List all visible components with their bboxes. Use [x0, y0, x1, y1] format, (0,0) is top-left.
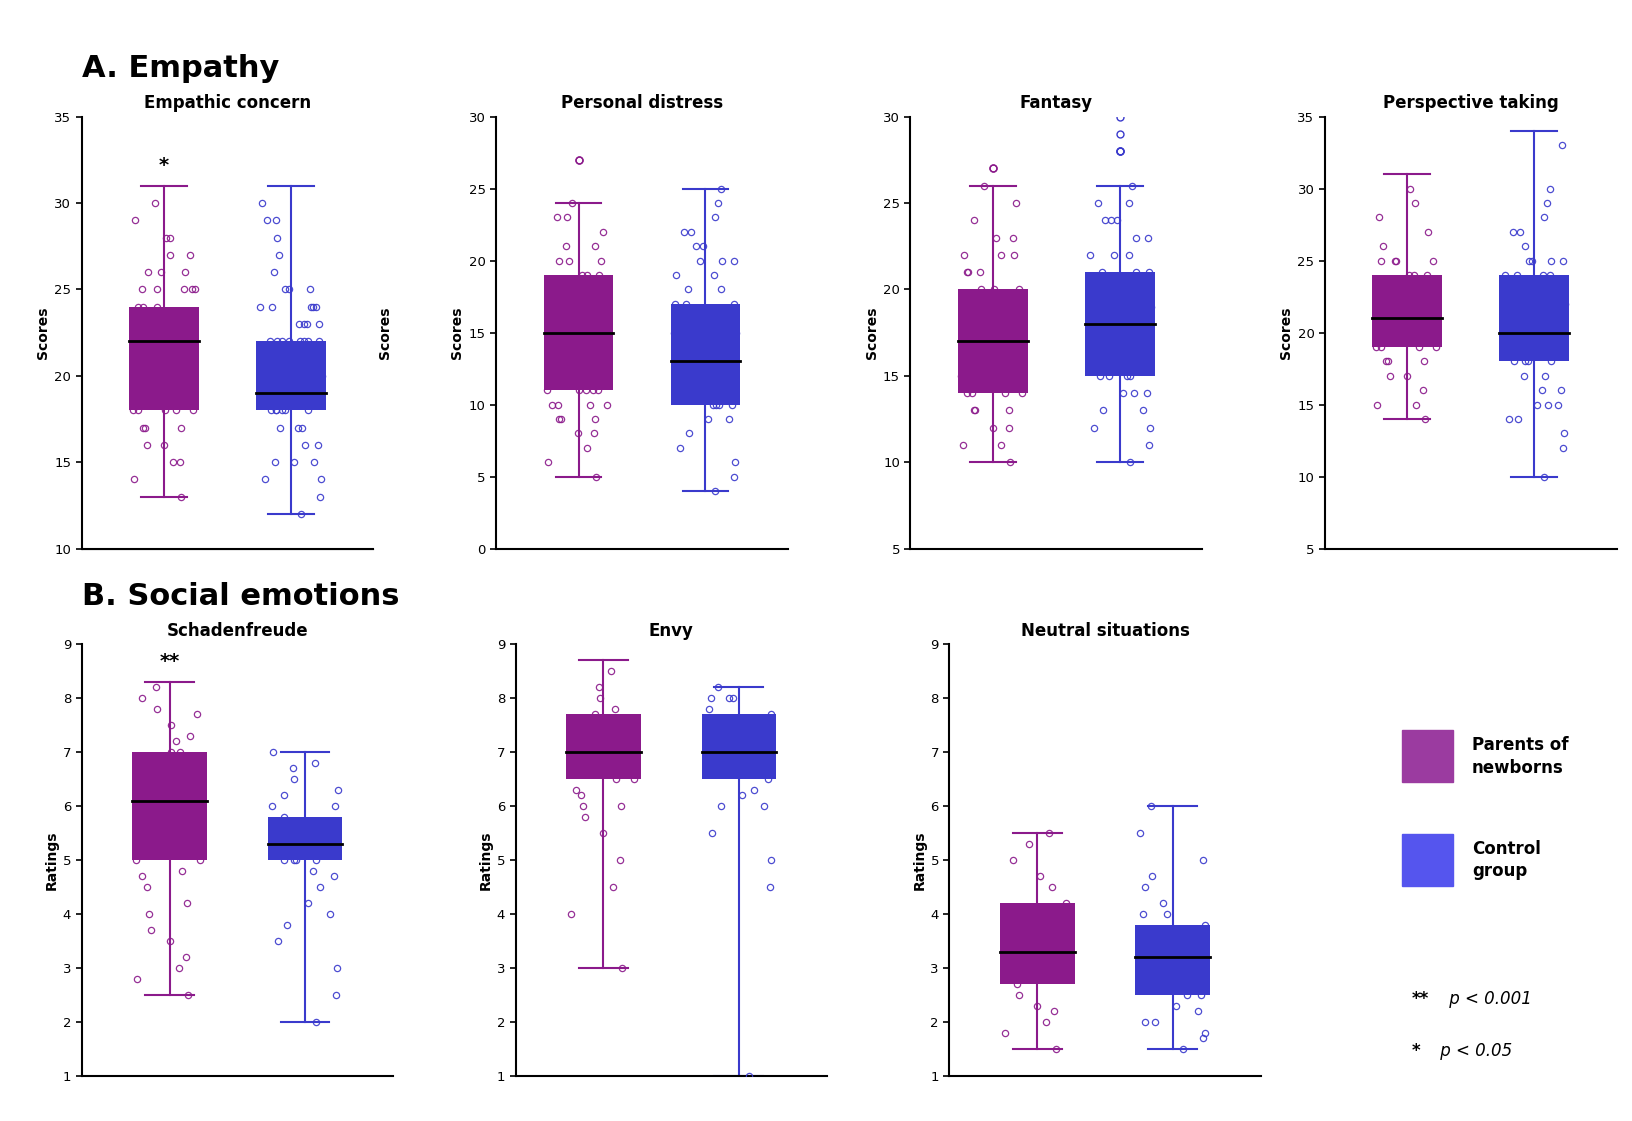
Y-axis label: Scores: Scores: [377, 306, 392, 359]
Bar: [132, 752, 207, 860]
Bar: [999, 904, 1074, 984]
Title: Personal distress: Personal distress: [560, 94, 723, 112]
Y-axis label: Scores: Scores: [865, 306, 878, 359]
Bar: [702, 714, 775, 779]
Title: Fantasy: Fantasy: [1018, 94, 1092, 112]
Text: **: **: [160, 652, 180, 671]
Bar: [1134, 925, 1209, 995]
Bar: [256, 341, 326, 410]
Y-axis label: Scores: Scores: [1278, 306, 1293, 359]
Text: **: **: [1410, 990, 1428, 1008]
Bar: [671, 304, 739, 405]
Bar: [1084, 272, 1154, 376]
Title: Empathic concern: Empathic concern: [144, 94, 312, 112]
Bar: [1400, 731, 1452, 782]
Bar: [1498, 275, 1568, 361]
Bar: [566, 714, 640, 779]
Y-axis label: Scores: Scores: [36, 306, 51, 359]
Title: Schadenfreude: Schadenfreude: [166, 622, 308, 640]
Bar: [543, 275, 614, 390]
Text: A. Empathy: A. Empathy: [82, 54, 279, 83]
Text: *: *: [1410, 1041, 1418, 1059]
Text: B. Social emotions: B. Social emotions: [82, 582, 398, 611]
Y-axis label: Scores: Scores: [450, 306, 463, 359]
Text: *: *: [158, 156, 170, 175]
Y-axis label: Ratings: Ratings: [478, 831, 493, 890]
Y-axis label: Ratings: Ratings: [912, 831, 925, 890]
Title: Neutral situations: Neutral situations: [1020, 622, 1188, 640]
Text: p < 0.05: p < 0.05: [1433, 1041, 1511, 1059]
Bar: [1371, 275, 1441, 348]
Title: Perspective taking: Perspective taking: [1382, 94, 1557, 112]
Text: Parents of
newborns: Parents of newborns: [1470, 736, 1567, 777]
Bar: [1400, 834, 1452, 886]
Text: Control
group: Control group: [1470, 840, 1541, 880]
Bar: [129, 307, 199, 410]
Text: p < 0.001: p < 0.001: [1443, 990, 1531, 1008]
Bar: [958, 289, 1027, 393]
Bar: [268, 817, 343, 860]
Title: Envy: Envy: [648, 622, 694, 640]
Y-axis label: Ratings: Ratings: [44, 831, 59, 890]
